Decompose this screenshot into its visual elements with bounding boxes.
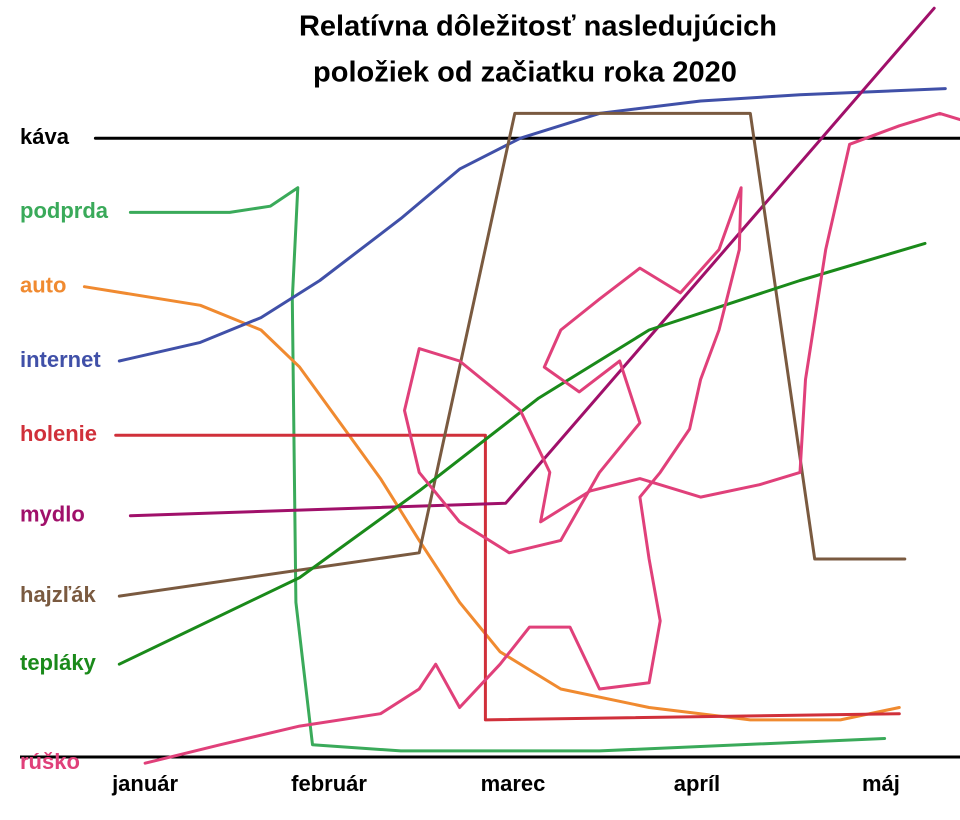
legend-label: tepláky <box>20 650 97 675</box>
series-line <box>114 433 901 722</box>
legend-label: hajzľák <box>20 582 96 607</box>
chart-title: Relatívna dôležitosť nasledujúcich <box>299 11 777 43</box>
legend-label: podprda <box>20 198 109 223</box>
x-tick-label: január <box>111 771 178 796</box>
x-tick-label: apríl <box>674 771 720 796</box>
x-tick-label: február <box>291 771 367 796</box>
series-line <box>128 186 887 753</box>
series-line <box>117 111 907 598</box>
x-tick-label: máj <box>862 771 900 796</box>
legend-label: rúško <box>20 749 80 774</box>
series-line <box>143 111 960 765</box>
legend-label: holenie <box>20 421 97 446</box>
legend-label: internet <box>20 347 101 372</box>
legend-label: auto <box>20 273 66 298</box>
series-line <box>117 87 947 363</box>
series-line <box>128 6 936 518</box>
legend-label: káva <box>20 124 70 149</box>
series-line <box>82 285 901 722</box>
chart-title: položiek od začiatku roka 2020 <box>313 57 737 89</box>
x-tick-label: marec <box>481 771 546 796</box>
legend-label: mydlo <box>20 501 85 526</box>
series-line <box>117 241 927 666</box>
